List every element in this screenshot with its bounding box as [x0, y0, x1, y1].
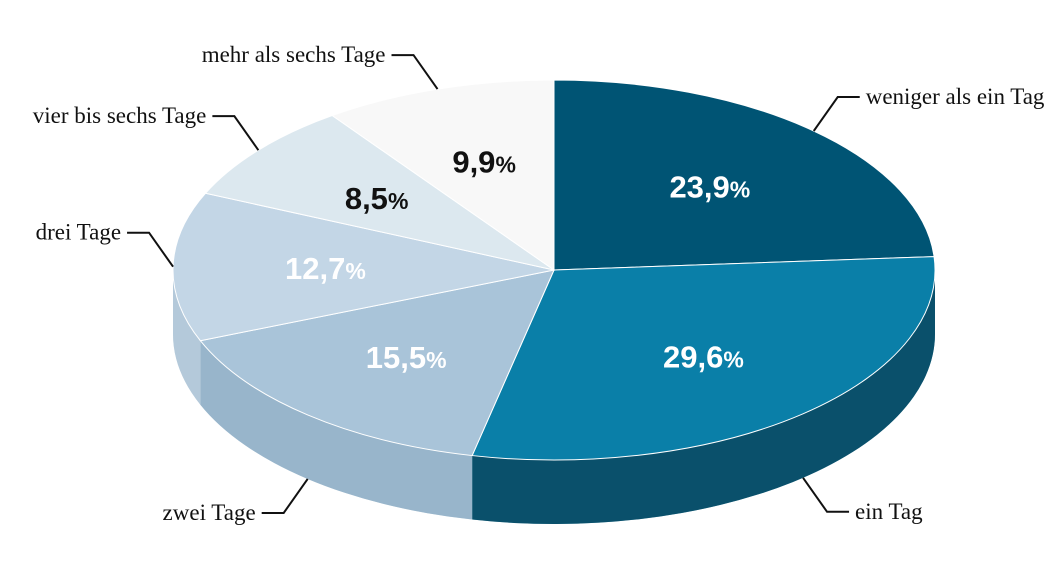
value-unit: %: [495, 151, 515, 177]
value-label: 8,5%: [345, 181, 409, 216]
pie-slice-vier-bis-sechs-tage: [204, 114, 555, 271]
value-label: 29,6%: [663, 339, 744, 374]
pie-slice-ein-tag: [471, 256, 936, 461]
value-unit: %: [426, 347, 446, 373]
pie-slice-drei-tage: [172, 192, 555, 342]
value-unit: %: [723, 346, 743, 372]
value-label: 23,9%: [669, 170, 750, 205]
leader-line: [391, 54, 439, 90]
category-label: weniger als ein Tag: [866, 84, 1045, 109]
leader-line: [261, 478, 309, 514]
pie-side-shade-zwei-tage: [200, 340, 473, 520]
category-label: mehr als sechs Tage: [202, 42, 386, 67]
labels: 23,9%29,6%15,5%12,7%8,5%9,9%weniger als …: [33, 42, 1045, 525]
value-number: 29,6: [663, 339, 723, 374]
pie-slice-zwei-tage: [199, 269, 555, 457]
pie-side-walls: [173, 270, 935, 524]
value-number: 9,9: [452, 144, 495, 179]
pie-slice-weniger-als-ein-tag: [553, 79, 935, 271]
leader-line: [127, 231, 174, 268]
value-unit: %: [730, 177, 750, 203]
value-unit: %: [345, 258, 365, 284]
pie-side-shade-ein-tag: [472, 270, 935, 524]
value-unit: %: [388, 188, 408, 214]
value-label: 15,5%: [366, 340, 447, 375]
category-label: ein Tag: [855, 499, 923, 524]
leader-line: [212, 115, 260, 151]
value-number: 12,7: [285, 251, 345, 286]
value-number: 23,9: [669, 170, 729, 205]
value-label: 12,7%: [285, 251, 366, 286]
category-label: zwei Tage: [163, 500, 256, 525]
value-label: 9,9%: [452, 144, 516, 179]
value-number: 15,5: [366, 340, 426, 375]
leader-lines: [127, 54, 860, 514]
value-number: 8,5: [345, 181, 388, 216]
pie-side-shade-drei-tage: [173, 270, 201, 405]
category-label: vier bis sechs Tage: [33, 103, 207, 128]
category-label: drei Tage: [36, 220, 121, 245]
pie-top-slices: [172, 79, 936, 461]
pie-slice-mehr-als-sechs-tage: [331, 79, 555, 271]
leader-line: [812, 95, 860, 132]
leader-line: [802, 477, 850, 513]
